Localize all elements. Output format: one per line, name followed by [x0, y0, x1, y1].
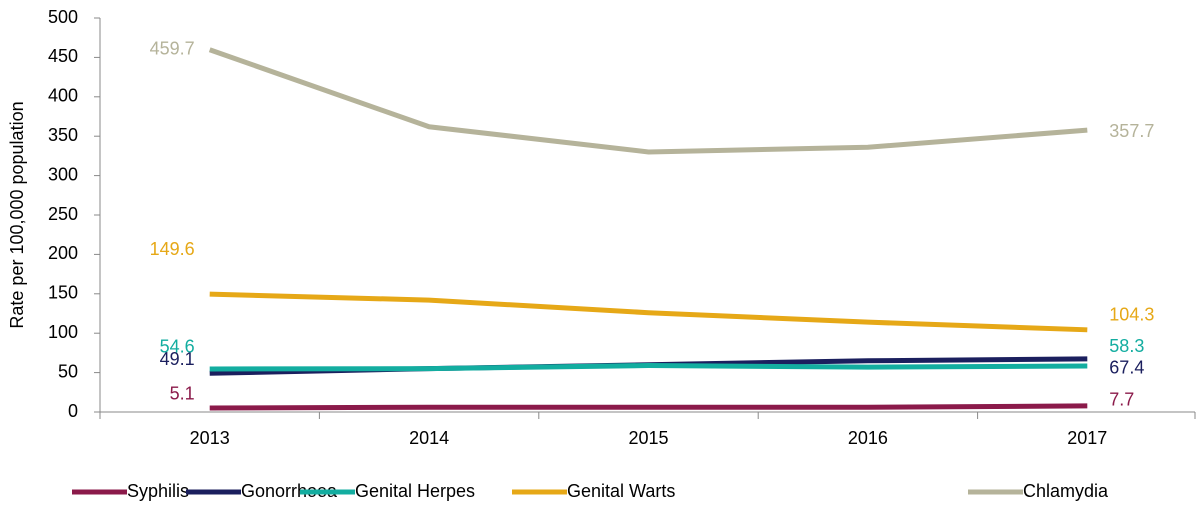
series-line: [208, 47, 1088, 155]
x-tick-label: 2017: [1067, 428, 1107, 448]
y-tick-label: 350: [48, 125, 78, 145]
data-label: 459.7: [150, 39, 195, 59]
y-tick-label: 400: [48, 86, 78, 106]
data-label: 58.3: [1109, 336, 1144, 356]
legend-label: Genital Herpes: [355, 481, 475, 501]
y-tick-label: 150: [48, 283, 78, 303]
data-label: 104.3: [1109, 305, 1154, 325]
data-label: 49.1: [160, 349, 195, 369]
data-label: 149.6: [150, 239, 195, 259]
data-label: 5.1: [170, 384, 195, 404]
x-tick-label: 2013: [190, 428, 230, 448]
legend-label: Gonorrhoea: [241, 481, 338, 501]
data-label: 54.6: [160, 337, 195, 357]
data-label: 7.7: [1109, 390, 1134, 410]
y-axis-title: Rate per 100,000 population: [7, 101, 27, 328]
y-tick-label: 250: [48, 204, 78, 224]
y-tick-label: 300: [48, 164, 78, 184]
legend-label: Syphilis: [127, 481, 189, 501]
data-label: 67.4: [1109, 358, 1144, 378]
data-label: 357.7: [1109, 121, 1154, 141]
legend-label: Chlamydia: [1023, 481, 1109, 501]
x-tick-label: 2015: [628, 428, 668, 448]
x-tick-label: 2016: [848, 428, 888, 448]
y-tick-label: 500: [48, 7, 78, 27]
x-tick-label: 2014: [409, 428, 449, 448]
y-tick-label: 50: [58, 361, 78, 381]
series-line: [209, 363, 1088, 372]
y-tick-label: 200: [48, 243, 78, 263]
y-tick-label: 0: [68, 401, 78, 421]
legend-label: Genital Warts: [567, 481, 675, 501]
series-line: [209, 291, 1088, 333]
y-tick-label: 450: [48, 46, 78, 66]
series-line: [209, 403, 1088, 411]
y-tick-label: 100: [48, 322, 78, 342]
